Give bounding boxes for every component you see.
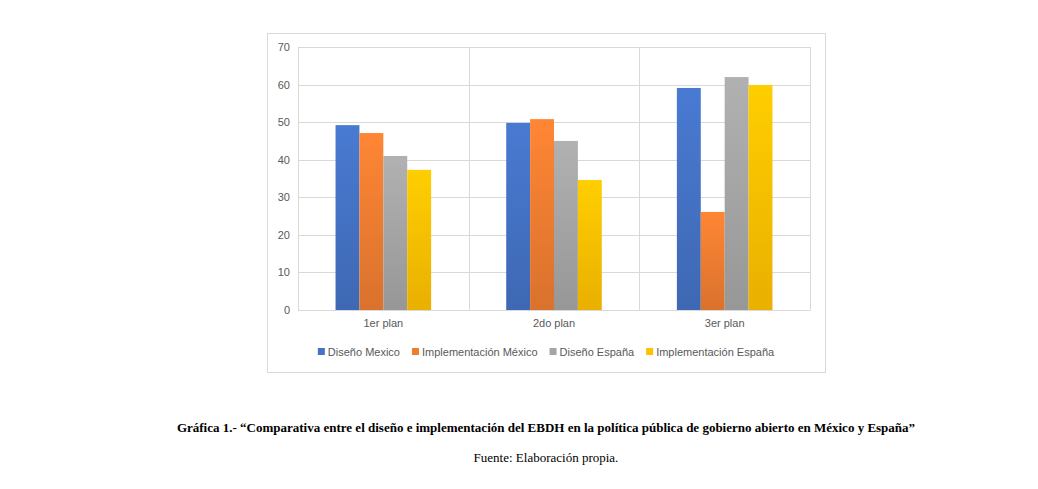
legend-item: Diseño Mexico [318, 346, 400, 358]
bar [359, 133, 383, 310]
bar [701, 212, 725, 310]
legend-label: Diseño España [560, 346, 635, 358]
legend-swatch [550, 348, 557, 355]
y-tick-label: 60 [278, 79, 290, 91]
chart: 0 10 20 30 40 50 60 70 1er plan 2do plan 3er plan D… [0, 0, 1038, 489]
y-tick: 50 [278, 116, 298, 128]
y-tick: 20 [278, 229, 298, 241]
category-divider [469, 47, 470, 310]
x-tick: 1er plan [363, 310, 403, 329]
y-tick: 10 [278, 266, 298, 278]
y-tick-label: 20 [278, 229, 290, 241]
chart-subtitle: Fuente: Elaboración propia. [474, 450, 619, 465]
legend-label: Implementación España [656, 346, 775, 358]
grid-line [298, 47, 810, 48]
x-axis-line [299, 310, 811, 311]
bar [383, 156, 407, 310]
legend-swatch [412, 348, 419, 355]
y-tick-label: 10 [278, 266, 290, 278]
y-tick: 40 [278, 154, 298, 166]
bar [725, 77, 749, 310]
x-tick-label: 3er plan [705, 317, 745, 329]
y-tick: 60 [278, 79, 298, 91]
y-tick-label: 30 [278, 191, 290, 203]
x-axis: 1er plan 2do plan 3er plan [299, 310, 811, 329]
legend-swatch [318, 348, 325, 355]
bar [530, 119, 554, 310]
y-tick-label: 40 [278, 154, 290, 166]
grid-line [298, 310, 810, 311]
bars [336, 77, 773, 310]
bar [407, 170, 431, 310]
y-tick: 70 [278, 41, 298, 53]
y-tick-label: 50 [278, 116, 290, 128]
legend-label: Implementación México [422, 346, 538, 358]
legend-label: Diseño Mexico [328, 346, 400, 358]
legend: Diseño Mexico Implementación México Diseño… [318, 346, 775, 358]
legend-swatch [646, 348, 653, 355]
bar [336, 125, 360, 310]
chart-frame [268, 34, 826, 373]
legend-item: Implementación España [646, 346, 775, 358]
y-axis: 0 10 20 30 40 50 60 70 [278, 41, 299, 316]
category-divider [810, 47, 811, 310]
bar [749, 85, 773, 310]
legend-item: Diseño España [550, 346, 635, 358]
bar [677, 88, 701, 310]
y-tick: 0 [284, 304, 298, 316]
bar [506, 123, 530, 310]
y-axis-line [298, 48, 299, 311]
x-tick-label: 1er plan [363, 317, 403, 329]
y-tick-label: 0 [284, 304, 290, 316]
x-tick-label: 2do plan [533, 317, 575, 329]
chart-title: Gráfica 1.- “Comparativa entre el diseño… [177, 420, 915, 435]
x-tick: 3er plan [705, 310, 745, 329]
y-tick-label: 70 [278, 41, 290, 53]
legend-item: Implementación México [412, 346, 538, 358]
grid [298, 47, 811, 311]
x-tick: 2do plan [533, 310, 575, 329]
y-tick: 30 [278, 191, 298, 203]
bar [554, 141, 578, 310]
bar [578, 180, 602, 310]
category-divider [298, 47, 299, 310]
category-divider [639, 47, 640, 310]
